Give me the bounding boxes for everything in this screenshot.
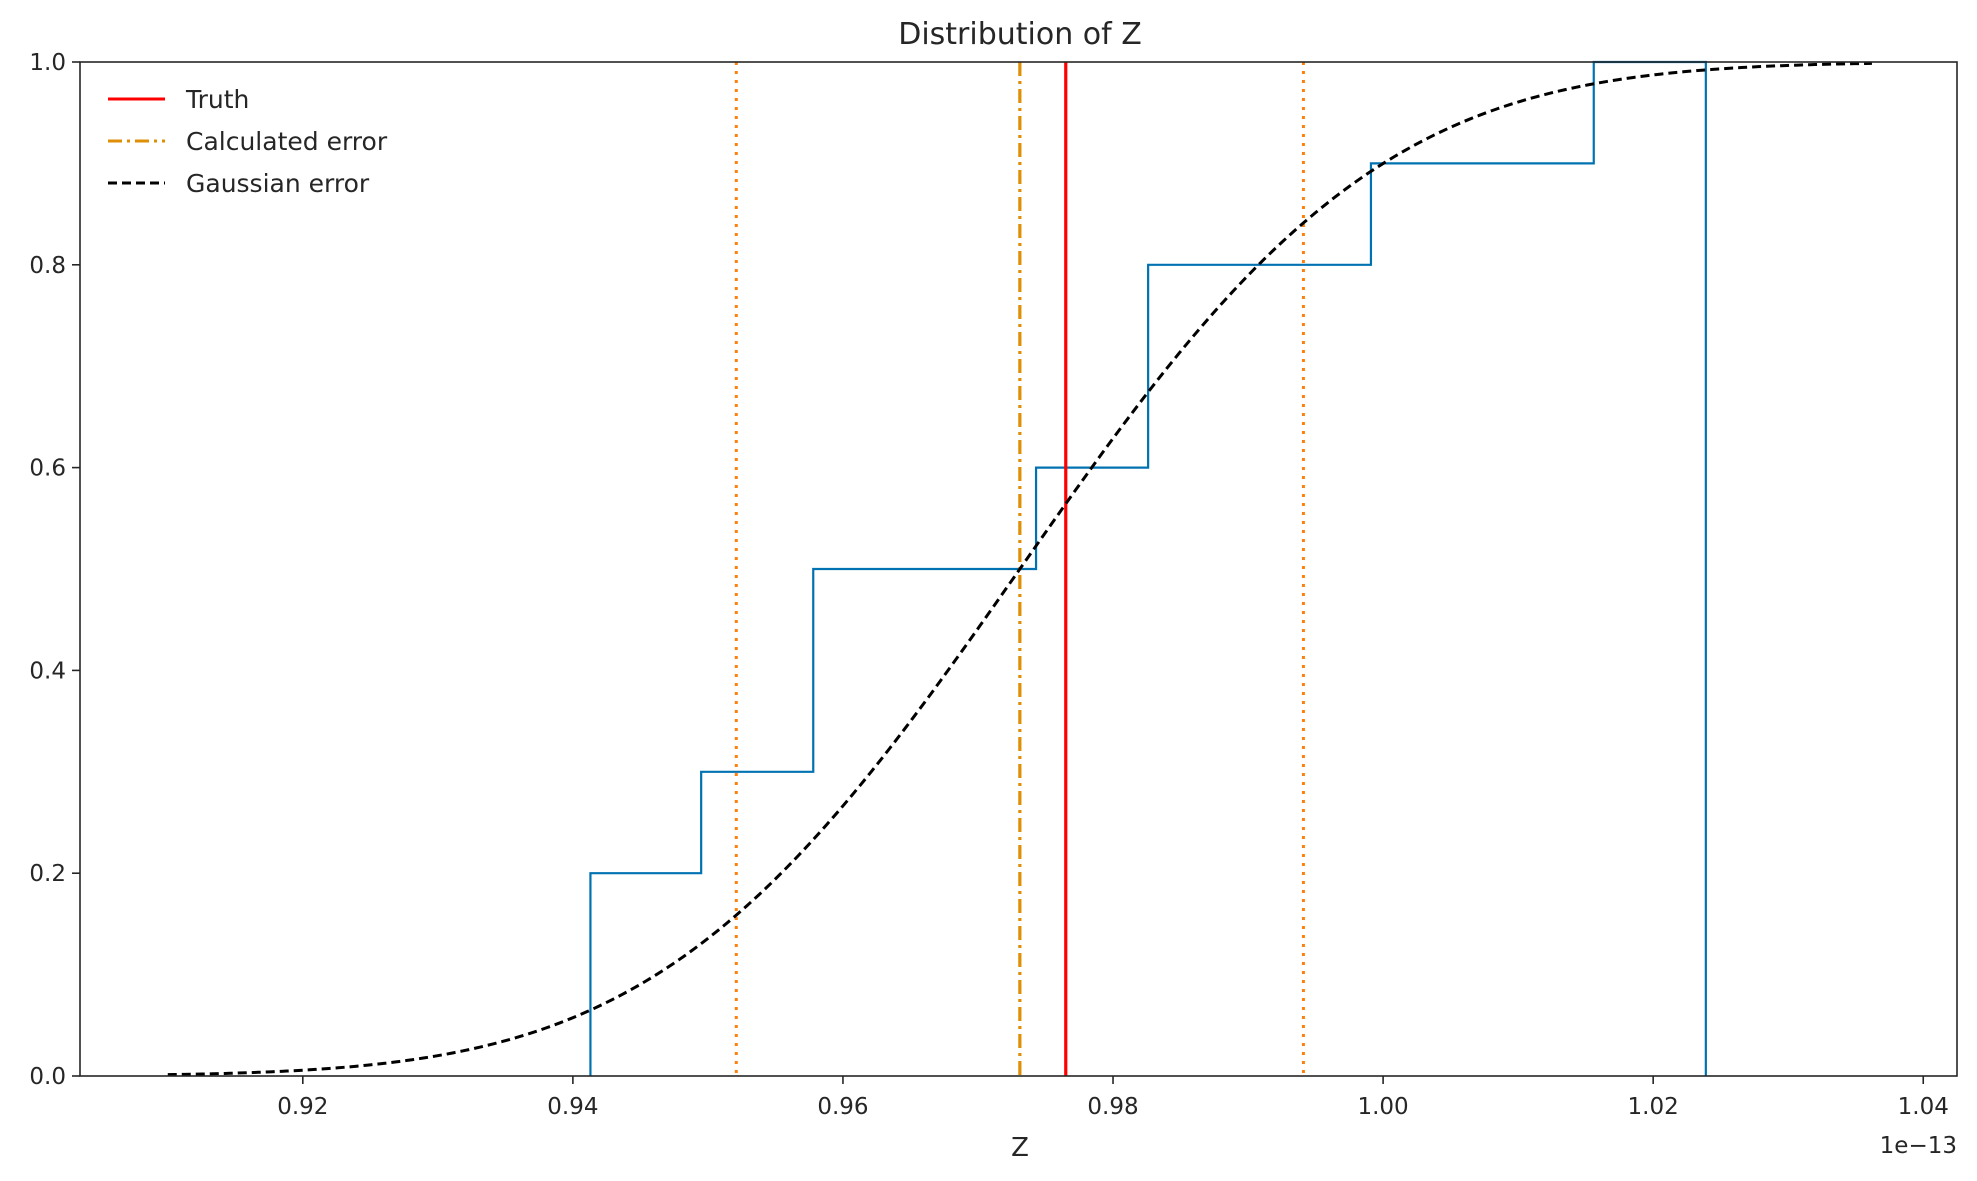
y-tick-label: 0.0: [29, 1064, 66, 1090]
gaussian-error-curve: [167, 61, 1872, 1077]
legend-label-truth: Truth: [185, 85, 249, 114]
x-tick-label: 1.04: [1898, 1094, 1949, 1120]
x-axis-label: Z: [1011, 1133, 1029, 1163]
x-tick-label: 0.96: [817, 1094, 868, 1120]
legend-label-gaussian-error: Gaussian error: [186, 169, 370, 198]
chart-title: Distribution of Z: [898, 17, 1142, 52]
x-tick-label: 1.00: [1357, 1094, 1408, 1120]
x-tick-label: 0.92: [277, 1094, 328, 1120]
axes-frame: [79, 61, 1958, 1077]
y-axis: 0.0 0.2 0.4 0.6 0.8 1.0: [29, 50, 80, 1090]
y-tick-label: 0.8: [29, 253, 66, 279]
x-axis: 0.92 0.94 0.96 0.98 1.00 1.02 1.04: [277, 1076, 1949, 1120]
y-tick-label: 0.4: [29, 658, 66, 684]
y-tick-label: 0.2: [29, 861, 66, 887]
x-axis-offset-text: 1e−13: [1880, 1133, 1957, 1159]
legend: Truth Calculated error Gaussian error: [108, 85, 388, 198]
y-tick-label: 1.0: [29, 50, 66, 76]
legend-label-calculated-error: Calculated error: [186, 127, 388, 156]
x-tick-label: 1.02: [1628, 1094, 1679, 1120]
x-tick-label: 0.94: [547, 1094, 598, 1120]
y-tick-label: 0.6: [29, 456, 66, 482]
data-layer: [167, 60, 1872, 1077]
plot-area: [79, 60, 1958, 1077]
x-tick-label: 0.98: [1087, 1094, 1138, 1120]
